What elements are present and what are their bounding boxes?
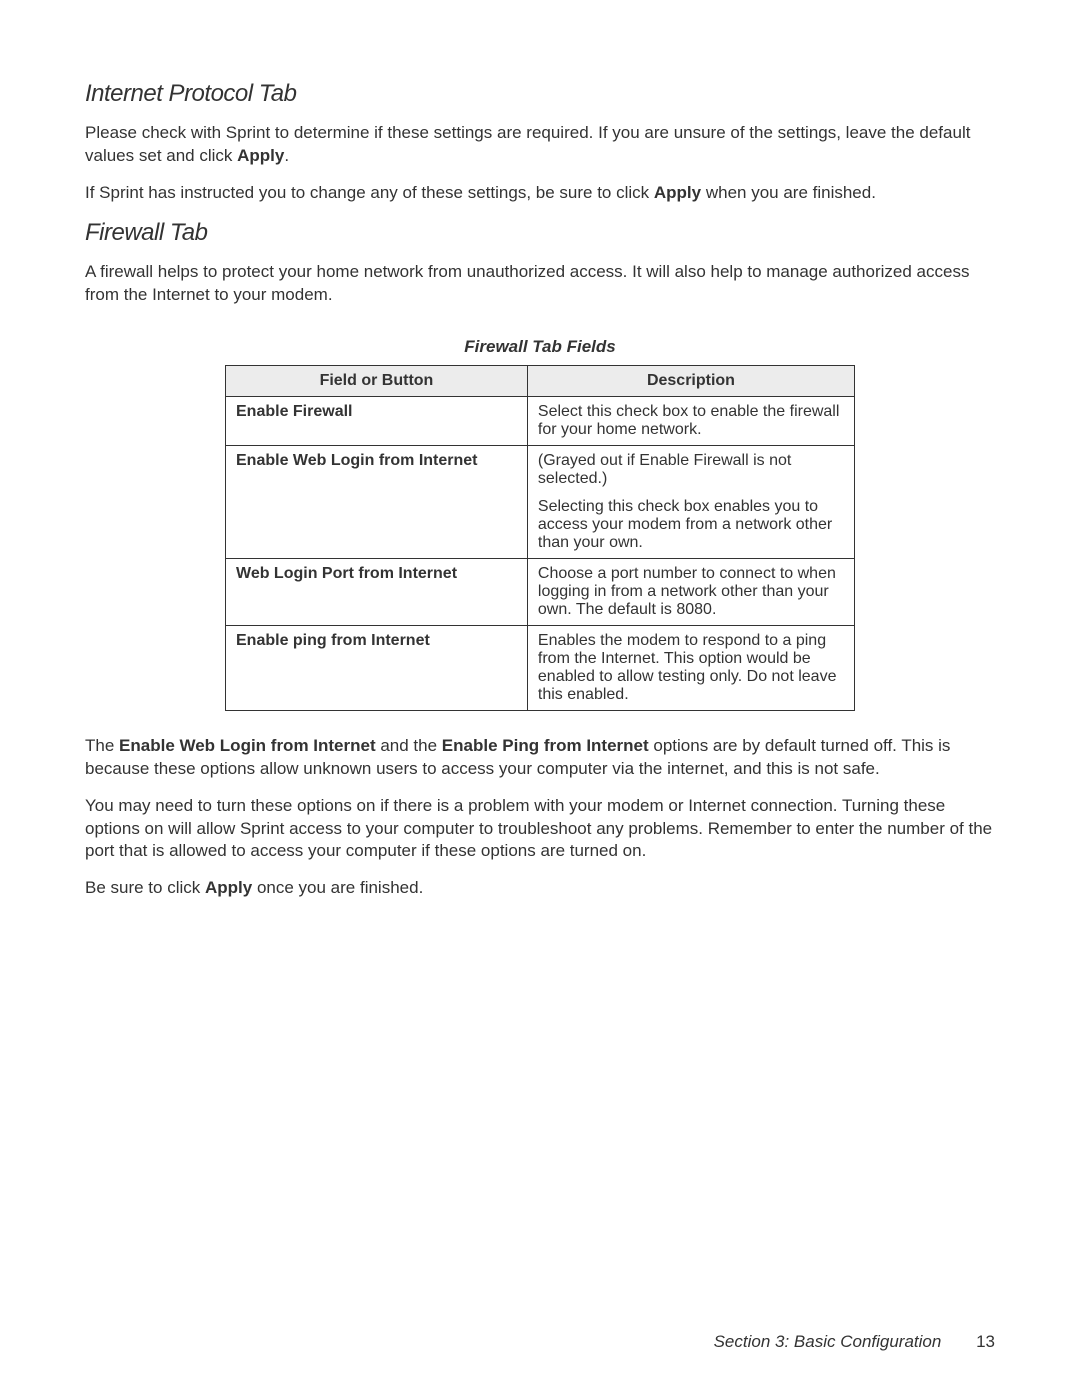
table-header-description: Description (527, 365, 854, 396)
table-cell-description: Choose a port number to connect to when … (527, 558, 854, 625)
description-text: (Grayed out if Enable Firewall is not se… (538, 452, 844, 488)
text-run: when you are finished. (701, 183, 876, 202)
table-row: Enable ping from InternetEnables the mod… (226, 625, 855, 710)
bold-apply: Apply (654, 183, 701, 202)
heading-internet-protocol-tab: Internet Protocol Tab (85, 80, 995, 108)
text-run: Please check with Sprint to determine if… (85, 123, 970, 165)
table-row: Enable Firewall Select this check box to … (226, 396, 855, 445)
text-run: . (284, 146, 289, 165)
text-run: If Sprint has instructed you to change a… (85, 183, 654, 202)
text-run: and the (376, 736, 442, 755)
bold-enable-web-login: Enable Web Login from Internet (119, 736, 376, 755)
paragraph: A firewall helps to protect your home ne… (85, 261, 995, 307)
table-cell-description: Select this check box to enable the fire… (527, 396, 854, 445)
page-footer: Section 3: Basic Configuration 13 (714, 1332, 995, 1352)
table-cell-field: Enable Firewall (226, 396, 528, 445)
table-cell-description: (Grayed out if Enable Firewall is not se… (527, 445, 854, 558)
bold-apply: Apply (237, 146, 284, 165)
firewall-fields-table: Field or Button Description Enable Firew… (225, 365, 855, 711)
paragraph: Be sure to click Apply once you are fini… (85, 877, 995, 900)
table-row: Enable Web Login from Internet (Grayed ou… (226, 445, 855, 558)
paragraph: If Sprint has instructed you to change a… (85, 182, 995, 205)
bold-enable-ping: Enable Ping from Internet (442, 736, 649, 755)
bold-apply: Apply (205, 878, 252, 897)
description-text: Selecting this check box enables you to … (538, 498, 844, 552)
heading-firewall-tab: Firewall Tab (85, 219, 995, 247)
footer-section-label: Section 3: Basic Configuration (714, 1332, 942, 1351)
footer-page-number: 13 (976, 1332, 995, 1351)
text-run: The (85, 736, 119, 755)
table-cell-field: Enable ping from Internet (226, 625, 528, 710)
paragraph: You may need to turn these options on if… (85, 795, 995, 864)
text-run: Be sure to click (85, 878, 205, 897)
description-text: Choose a port number to connect to when … (538, 565, 844, 619)
table-row: Web Login Port from InternetChoose a por… (226, 558, 855, 625)
table-header-row: Field or Button Description (226, 365, 855, 396)
text-run: once you are finished. (252, 878, 423, 897)
table-header-field: Field or Button (226, 365, 528, 396)
description-text: Select this check box to enable the fire… (538, 403, 844, 439)
paragraph: Please check with Sprint to determine if… (85, 122, 995, 168)
table-cell-field: Web Login Port from Internet (226, 558, 528, 625)
table-cell-description: Enables the modem to respond to a ping f… (527, 625, 854, 710)
description-text: Enables the modem to respond to a ping f… (538, 632, 844, 704)
paragraph: The Enable Web Login from Internet and t… (85, 735, 995, 781)
table-cell-field: Enable Web Login from Internet (226, 445, 528, 558)
table-caption: Firewall Tab Fields (85, 337, 995, 357)
